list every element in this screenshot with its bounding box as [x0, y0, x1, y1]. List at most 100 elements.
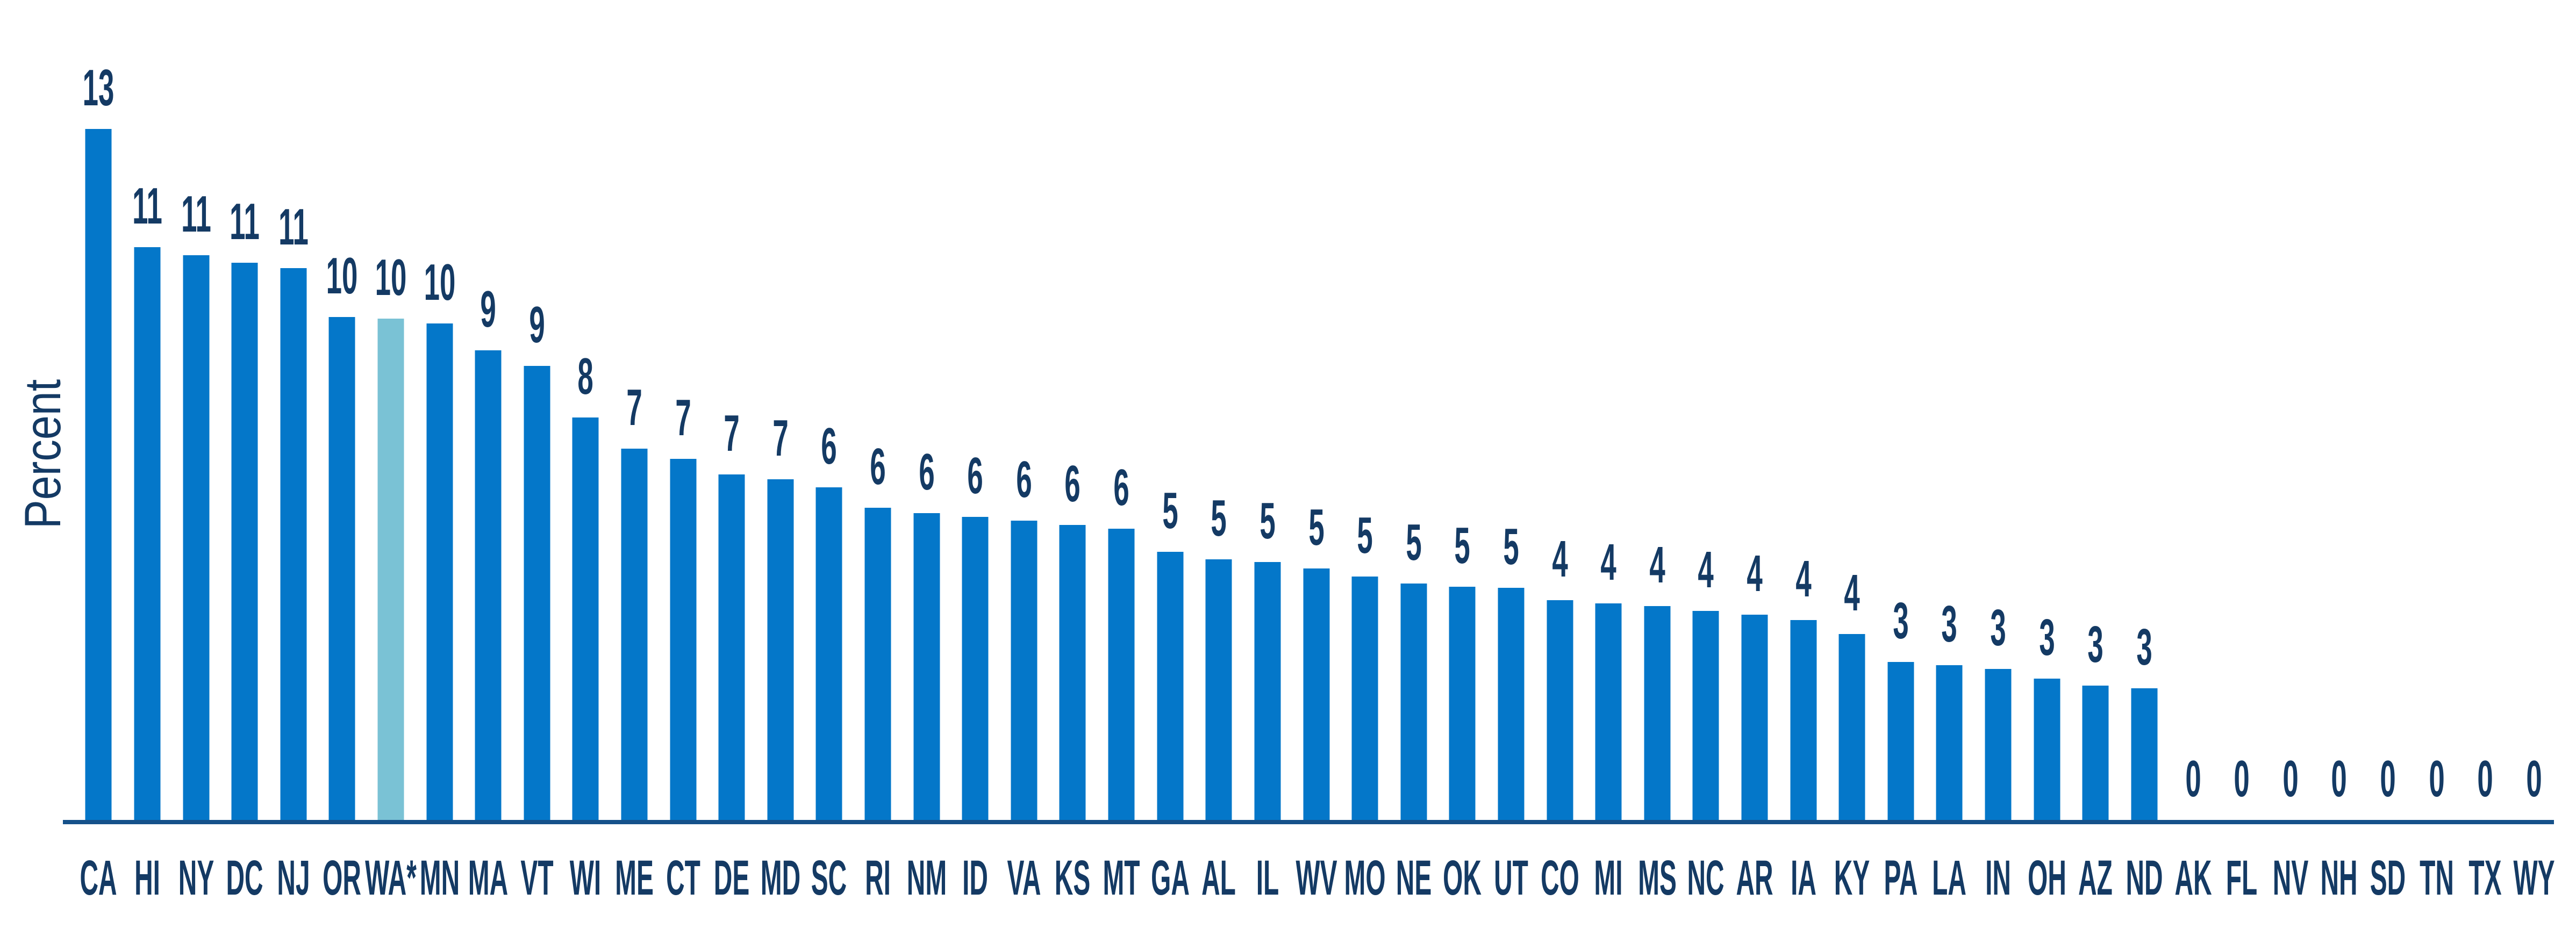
bar: [2082, 686, 2109, 820]
bar: [1205, 559, 1232, 820]
bar-group: 6 RI: [854, 0, 903, 929]
bar: [1108, 529, 1135, 820]
bar-group: 5 IL: [1243, 0, 1292, 929]
x-tick-label: MT: [1103, 851, 1140, 905]
bar: [426, 323, 453, 820]
bar-value-label: 4: [1551, 530, 1568, 588]
bar-value-label: 11: [278, 198, 309, 256]
bar-value-label: 5: [1308, 499, 1325, 556]
x-tick-label: CT: [666, 851, 700, 905]
bar: [1741, 615, 1768, 820]
bar-group: 4 MI: [1584, 0, 1633, 929]
bar-group: 0 AK: [2169, 0, 2217, 929]
bar: [2034, 679, 2060, 820]
x-tick-label: DE: [713, 851, 750, 905]
bar-group: 7 CT: [659, 0, 707, 929]
bar-group: 4 NC: [1681, 0, 1730, 929]
bar-value-label: 10: [375, 249, 407, 306]
bar-group: 5 NE: [1389, 0, 1438, 929]
bar: [377, 319, 404, 820]
bar-value-label: 7: [772, 409, 789, 467]
bar-value-label: 4: [1747, 545, 1763, 602]
bar-value-label: 8: [577, 348, 594, 405]
x-tick-label: VA: [1007, 851, 1041, 905]
x-tick-label: TN: [2419, 851, 2454, 905]
x-tick-label: FL: [2226, 851, 2258, 905]
bar-value-label: 0: [2428, 750, 2445, 808]
bar-value-label: 4: [1844, 564, 1860, 622]
bar-group: 11 NJ: [269, 0, 318, 929]
bar: [1157, 552, 1184, 820]
bar: [718, 474, 745, 820]
bar-value-label: 3: [2038, 609, 2055, 666]
bar-value-label: 5: [1211, 489, 1227, 547]
bar-group: 5 WV: [1292, 0, 1341, 929]
x-tick-label: HI: [134, 851, 160, 905]
bar-value-label: 0: [2380, 750, 2396, 808]
bar: [1498, 588, 1525, 820]
bar-value-label: 0: [2282, 750, 2299, 808]
x-tick-label: MO: [1344, 851, 1386, 905]
x-tick-label: DC: [226, 851, 263, 905]
x-tick-label: WV: [1295, 851, 1337, 905]
x-tick-label: MD: [760, 851, 801, 905]
bar-value-label: 11: [230, 193, 260, 250]
x-tick-label: MS: [1637, 851, 1677, 905]
bar-group: 5 UT: [1487, 0, 1536, 929]
bar-group: 4 KY: [1828, 0, 1877, 929]
bar-group: 9 MA: [464, 0, 513, 929]
x-tick-label: OH: [2027, 851, 2066, 905]
bar: [231, 263, 258, 820]
bar: [524, 366, 550, 820]
x-tick-label: SC: [811, 851, 847, 905]
bar: [962, 517, 989, 820]
x-tick-label: WY: [2513, 851, 2555, 905]
x-tick-label: LA: [1932, 851, 1967, 905]
x-tick-label: ID: [962, 851, 989, 905]
bar: [1547, 600, 1573, 820]
bar-value-label: 11: [181, 185, 211, 243]
x-tick-label: CO: [1540, 851, 1579, 905]
x-tick-label: AL: [1201, 851, 1236, 905]
bar: [1303, 568, 1330, 820]
x-tick-label: PA: [1884, 851, 1918, 905]
bar-group: 7 MD: [756, 0, 805, 929]
bar-group: 5 AL: [1194, 0, 1243, 929]
x-tick-label: MN: [419, 851, 460, 905]
bar-group: 0 FL: [2217, 0, 2266, 929]
bar-group: 4 MS: [1633, 0, 1682, 929]
bar-group: 11 NY: [171, 0, 220, 929]
x-tick-label: RI: [865, 851, 891, 905]
x-tick-label: AZ: [2078, 851, 2113, 905]
bar: [328, 317, 355, 820]
bar: [670, 459, 697, 820]
bar-group: 3 LA: [1925, 0, 1974, 929]
bar: [183, 255, 210, 820]
bar-group: 6 ID: [951, 0, 1000, 929]
x-tick-label: NM: [906, 851, 947, 905]
x-tick-label: TX: [2468, 851, 2502, 905]
bar-value-label: 4: [1795, 550, 1812, 608]
bar-group: 5 GA: [1146, 0, 1194, 929]
bar-value-label: 0: [2185, 750, 2201, 808]
bar: [1595, 603, 1622, 820]
bar-group: 4 AR: [1730, 0, 1779, 929]
x-tick-label: MA: [468, 851, 509, 905]
bar: [1887, 662, 1914, 820]
bar-value-label: 6: [967, 447, 983, 505]
bar-value-label: 0: [2477, 750, 2493, 808]
bar: [280, 268, 307, 820]
bar-value-label: 0: [2234, 750, 2250, 808]
bar-group: 8 WI: [561, 0, 610, 929]
bar: [1838, 634, 1865, 820]
bar-value-label: 3: [1893, 592, 1909, 650]
bar: [85, 129, 112, 820]
bar: [1449, 587, 1476, 820]
bar: [767, 479, 794, 820]
bar-group: 6 NM: [902, 0, 951, 929]
bar-value-label: 6: [1064, 455, 1081, 513]
bar-group: 0 TN: [2412, 0, 2461, 929]
bar-value-label: 6: [870, 438, 886, 495]
bar-group: 6 MT: [1097, 0, 1146, 929]
